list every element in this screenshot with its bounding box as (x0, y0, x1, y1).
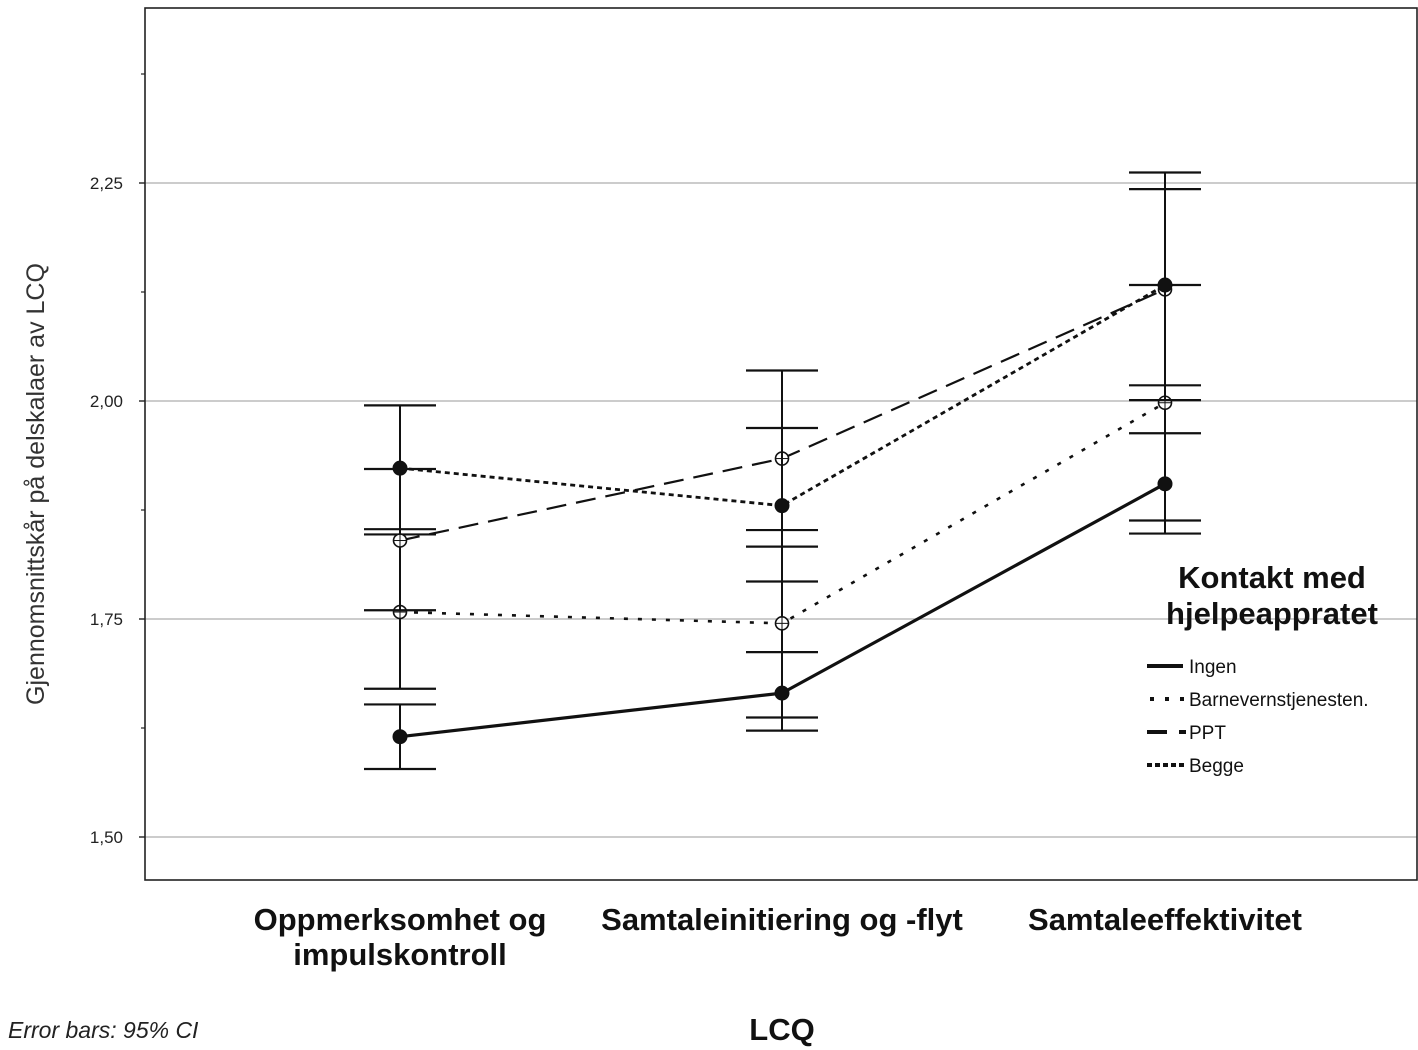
legend-title-line-2: hjelpeappratet (1166, 596, 1378, 631)
y-tick-label: 2,00 (90, 392, 123, 411)
point-marker (1157, 277, 1173, 293)
series-layer (364, 171, 1201, 771)
category-label: impulskontroll (293, 937, 507, 972)
y-tick-label: 1,75 (90, 610, 123, 629)
legend-item: Begge (1147, 756, 1244, 777)
y-tick-label: 1,50 (90, 828, 123, 847)
legend-items: Ingen Barnevernstjenesten. PPT Begge (1147, 657, 1369, 777)
point-marker (392, 460, 408, 476)
category-label: Samtaleeffektivitet (1028, 902, 1302, 937)
y-axis: 1,50 1,75 2,00 2,25 (90, 73, 145, 847)
legend-label: Barnevernstjenesten. (1189, 690, 1369, 711)
plot-frame (144, 7, 1418, 881)
series-line (399, 283, 1166, 508)
x-axis-title: LCQ (749, 1012, 814, 1047)
series-line (399, 401, 1166, 625)
y-tick-label: 2,25 (90, 174, 123, 193)
legend-title-line-1: Kontakt med (1178, 560, 1366, 595)
error-bars-footnote: Error bars: 95% CI (8, 1017, 199, 1043)
legend-label: PPT (1189, 723, 1226, 744)
legend: Kontakt med hjelpeappratet Ingen Barnever… (1147, 560, 1378, 777)
legend-item: Ingen (1147, 657, 1237, 678)
legend-label: Begge (1189, 756, 1244, 777)
y-axis-title: Gjennomsnittskår på delskalaer av LCQ (22, 263, 50, 705)
point-marker (774, 498, 790, 514)
legend-item: Barnevernstjenesten. (1150, 690, 1369, 711)
point-marker (392, 729, 408, 745)
legend-item: PPT (1147, 723, 1226, 744)
category-label: Oppmerksomhet og (254, 902, 547, 937)
series-begge (364, 171, 1201, 583)
legend-label: Ingen (1189, 657, 1237, 678)
category-label: Samtaleinitiering og -flyt (601, 902, 963, 937)
